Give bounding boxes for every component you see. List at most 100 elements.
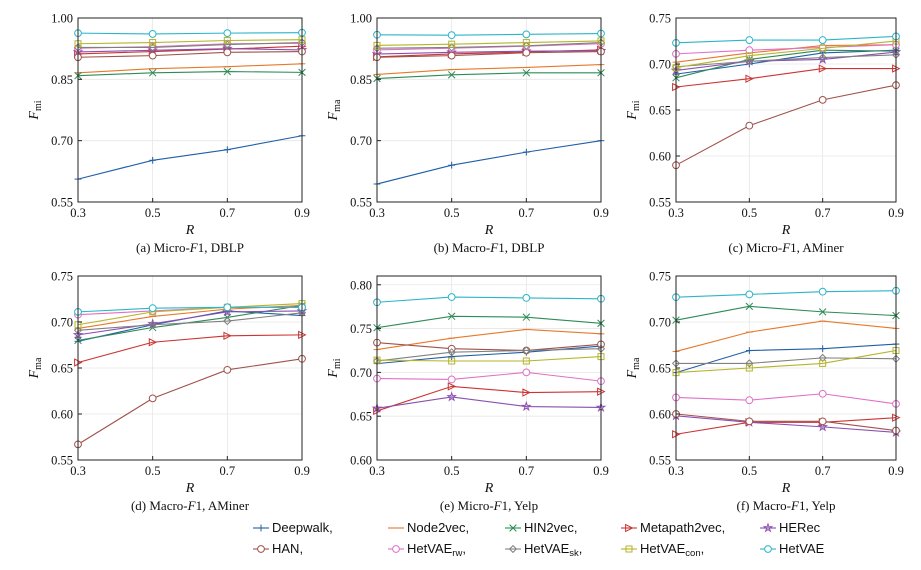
data-point-s7-3-circle <box>818 389 827 398</box>
data-point-s9-2 <box>745 364 753 372</box>
data-point-s6-3 <box>223 365 232 374</box>
data-point-s5-2 <box>446 391 458 402</box>
data-point-s6-3 <box>522 48 531 57</box>
data-point-s8-3-diamond <box>818 53 827 62</box>
data-point-s8-2-diamond <box>148 43 157 52</box>
data-point-s3-2 <box>745 302 754 311</box>
legend-label: HetVAE <box>779 541 825 556</box>
legend-label: HERec <box>779 520 821 535</box>
x-tick-label: 0.5 <box>145 464 161 478</box>
y-tick-label: 0.65 <box>51 362 73 376</box>
series-line-3 <box>675 49 897 79</box>
series-line-5 <box>675 415 897 433</box>
data-point-s4-2-tri <box>148 338 158 347</box>
series-line-7 <box>675 44 897 55</box>
legend-marker-circle <box>392 545 400 553</box>
x-tick-label: 0.7 <box>519 206 535 220</box>
data-point-s3-2-d2 <box>745 302 754 311</box>
data-point-s4-2 <box>447 382 457 391</box>
data-point-s3-2-d2 <box>447 312 456 321</box>
data-point-s10-2 <box>447 31 456 40</box>
plot-frame <box>376 17 602 203</box>
legend-item-9: HetVAEcon, <box>621 541 704 559</box>
data-point-s5-2 <box>147 318 159 329</box>
y-axis-label-sub: mi <box>33 100 44 111</box>
data-point-s10-2-circle <box>447 293 456 301</box>
data-point-s9-2-square <box>149 39 157 47</box>
data-point-s8-2-diamond <box>447 348 456 357</box>
y-tick-label: 0.70 <box>350 134 372 148</box>
legend-label-main: HetVAE <box>524 541 570 556</box>
legend-label-main: HERec <box>779 520 821 535</box>
data-point-s3-3-d2 <box>522 313 531 321</box>
panel-caption: (e) Micro-F1, Yelp <box>440 498 538 513</box>
legend-label: Deepwalk, <box>272 520 333 535</box>
series-line-8 <box>78 41 303 48</box>
legend-item-1: Deepwalk, <box>253 520 333 535</box>
data-point-s8-3 <box>223 316 232 326</box>
legend-marker <box>509 524 517 532</box>
data-point-s3-2-d2 <box>148 69 157 77</box>
data-point-s6-2 <box>148 394 157 403</box>
legend-marker <box>392 545 400 553</box>
series-line-9 <box>77 303 303 326</box>
y-tick-label: 0.70 <box>649 316 671 330</box>
legend-label-sub: con <box>685 548 700 559</box>
panel-caption: (a) Micro-F1, DBLP <box>136 240 244 255</box>
data-point-s6-2-circle <box>148 51 157 60</box>
y-tick-label: 0.60 <box>51 408 73 422</box>
data-point-s9-2 <box>448 357 456 365</box>
data-point-s5-3 <box>521 400 532 412</box>
y-axis-label-main: F <box>27 369 42 379</box>
data-point-s6-2 <box>148 51 157 60</box>
legend-label-main: Deepwalk, <box>272 520 333 535</box>
y-tick-label: 1.00 <box>51 12 73 26</box>
y-tick-label: 0.70 <box>649 58 671 72</box>
data-point-s9-3 <box>819 44 827 52</box>
y-axis-label: Fma <box>27 357 44 379</box>
data-point-s1-2 <box>149 156 157 164</box>
legend-label-main: HetVAE <box>640 541 686 556</box>
legend-label-main: HAN, <box>272 541 303 556</box>
y-tick-label: 0.55 <box>350 196 372 210</box>
data-point-s5-3-star <box>521 400 532 412</box>
series-line-1 <box>77 310 303 342</box>
caption-prefix: (a) Micro- <box>136 240 190 255</box>
series-line-2 <box>77 63 303 74</box>
data-point-s3-2 <box>447 312 456 321</box>
y-axis-label: Fmi <box>326 358 343 378</box>
series-line-6 <box>77 50 303 58</box>
x-tick-label: 0.5 <box>444 206 460 220</box>
x-tick-label: 0.3 <box>369 206 385 220</box>
series-line-6 <box>675 413 897 432</box>
data-point-s7-2-circle <box>447 375 456 384</box>
y-tick-label: 0.55 <box>649 196 671 210</box>
series-line-10 <box>376 32 602 36</box>
data-point-s7-2-circle <box>447 44 456 53</box>
caption-italic: F <box>489 240 499 255</box>
series-line-5 <box>376 50 602 55</box>
x-tick-label: 0.9 <box>294 206 310 220</box>
series-line-6 <box>675 84 897 166</box>
caption-rest: 1, AMiner <box>196 498 250 513</box>
series-line-1 <box>376 140 602 185</box>
series-line-8 <box>676 357 897 364</box>
data-point-s9-2-square <box>745 364 753 372</box>
legend-marker-star <box>762 522 774 533</box>
legend-item-5: HERec <box>760 520 821 535</box>
legend-marker-circle <box>257 545 265 553</box>
legend-marker <box>764 545 772 553</box>
x-tick-label: 0.5 <box>145 206 161 220</box>
series-line-8 <box>675 54 897 68</box>
y-axis-label-sub: ma <box>33 357 44 370</box>
legend-label-main: Node2vec, <box>407 520 469 535</box>
legend-marker <box>257 545 265 553</box>
x-tick-label: 0.7 <box>220 206 236 220</box>
y-tick-label: 0.70 <box>51 134 73 148</box>
x-tick-label: 0.9 <box>593 464 609 478</box>
panel-caption: (c) Micro-F1, AMiner <box>728 240 844 255</box>
y-tick-label: 0.75 <box>51 270 73 284</box>
data-point-s5-3-star <box>817 421 829 432</box>
series-line-6 <box>376 342 602 352</box>
